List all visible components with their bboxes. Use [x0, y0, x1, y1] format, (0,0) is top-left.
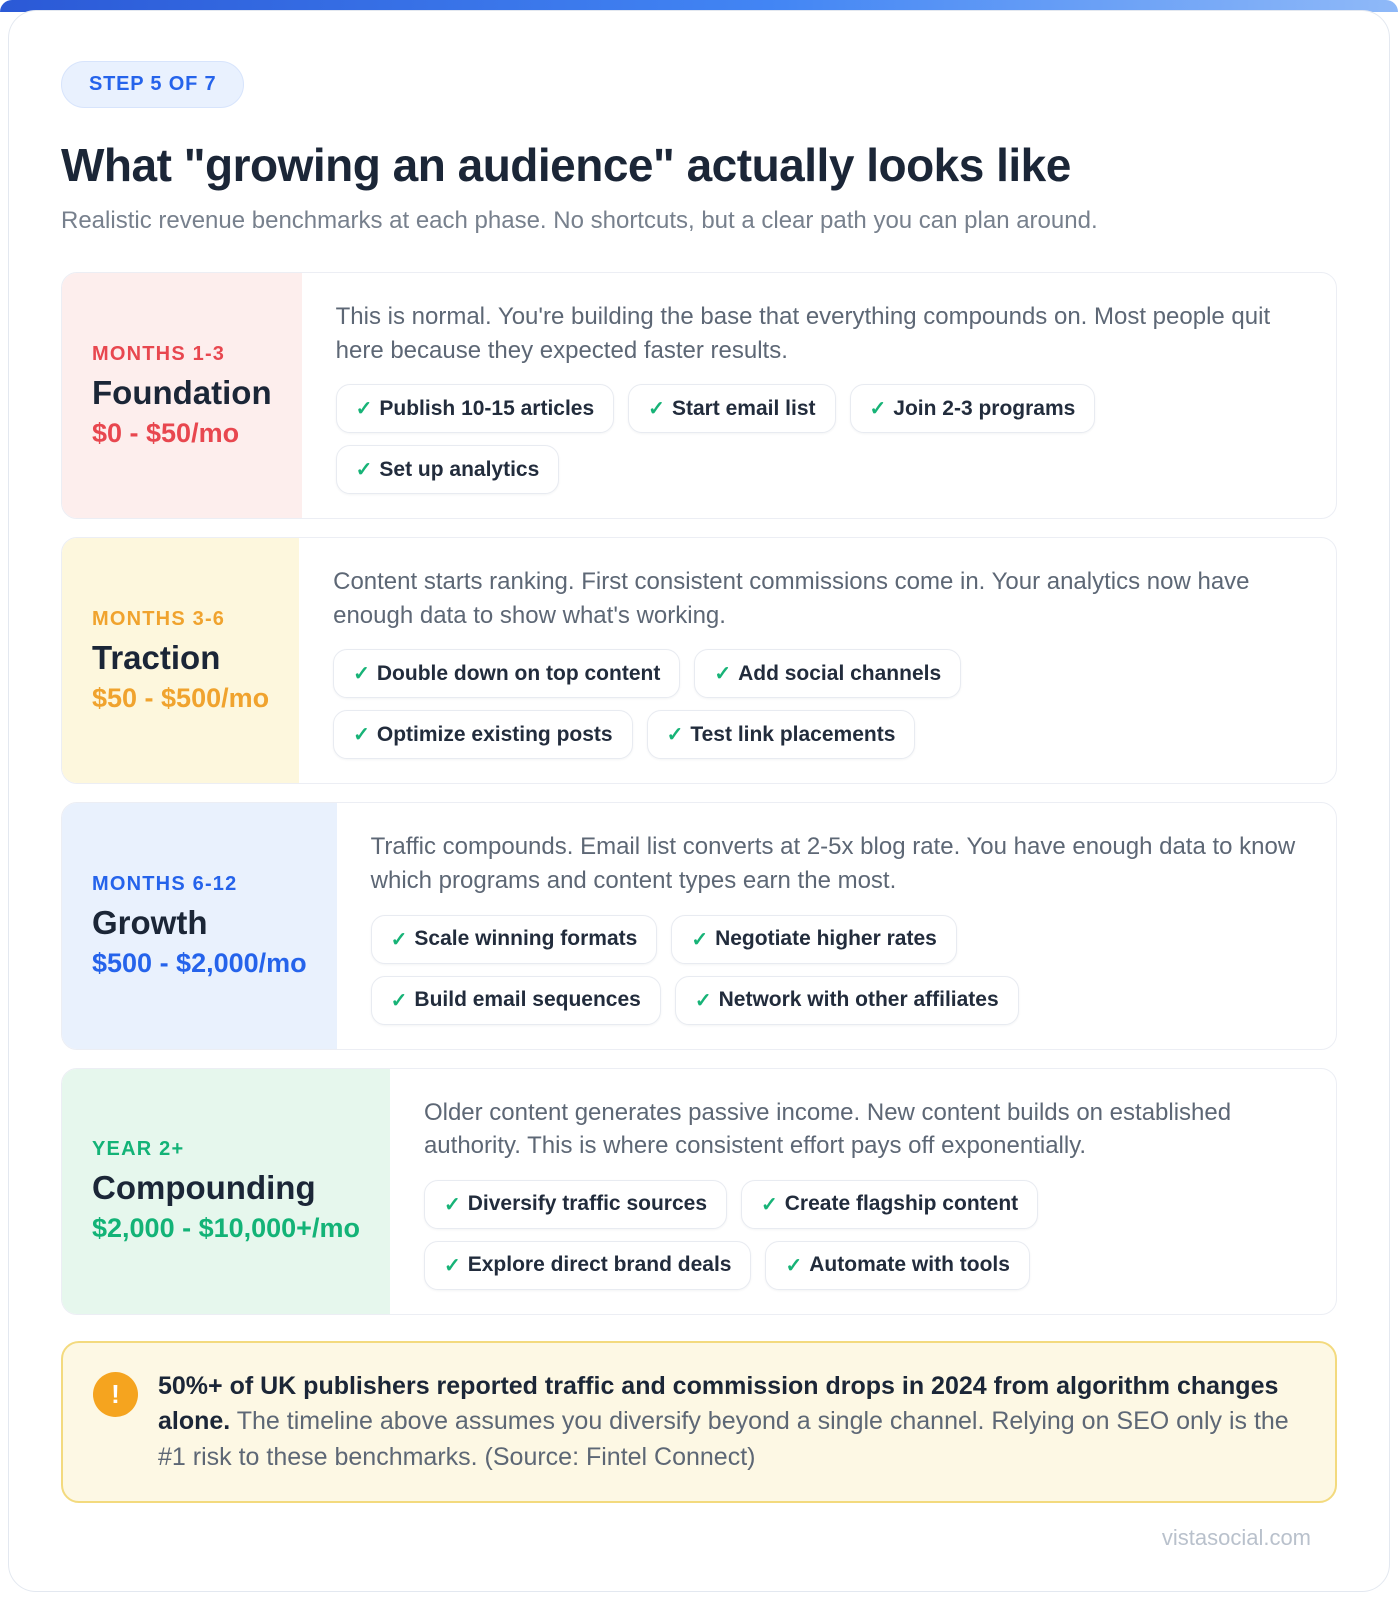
- task-chip: ✓ Scale winning formats: [370, 914, 658, 964]
- top-gradient-bar: [0, 0, 1398, 12]
- task-chip: ✓ Optimize existing posts: [333, 710, 633, 760]
- phase-content: Traffic compounds. Email list converts a…: [337, 803, 1336, 1048]
- check-icon: ✓: [869, 398, 887, 421]
- phase-revenue: $500 - $2,000/mo: [92, 948, 307, 979]
- phase-left-panel: MONTHS 3-6 Traction $50 - $500/mo: [62, 538, 300, 784]
- task-label: Explore direct brand deals: [467, 1253, 732, 1277]
- check-icon: ✓: [355, 459, 373, 482]
- phase-content: Content starts ranking. First consistent…: [299, 538, 1336, 783]
- task-chip: ✓ Publish 10-15 articles: [335, 384, 615, 434]
- task-label: Join 2-3 programs: [893, 396, 1076, 420]
- check-icon: ✓: [355, 398, 373, 421]
- phase-period-label: YEAR 2+: [92, 1138, 185, 1161]
- warning-icon: !: [93, 1371, 138, 1417]
- phase-task-list: ✓ Double down on top content ✓ Add social …: [333, 649, 1213, 760]
- phase-revenue: $0 - $50/mo: [92, 417, 240, 448]
- task-label: Negotiate higher rates: [715, 927, 937, 951]
- phase-period-label: MONTHS 3-6: [92, 607, 226, 630]
- task-label: Double down on top content: [376, 661, 661, 685]
- phase-task-list: ✓ Scale winning formats ✓ Negotiate higher…: [370, 914, 1251, 1025]
- task-label: Optimize existing posts: [376, 722, 613, 746]
- warning-body-text: The timeline above assumes you diversify…: [158, 1407, 1289, 1471]
- task-label: Diversify traffic sources: [467, 1192, 707, 1216]
- phase-card: MONTHS 3-6 Traction $50 - $500/mo Conten…: [61, 537, 1337, 785]
- check-icon: ✓: [785, 1254, 803, 1277]
- check-icon: ✓: [648, 398, 665, 421]
- phase-left-panel: YEAR 2+ Compounding $2,000 - $10,000+/mo: [62, 1068, 390, 1314]
- task-chip: ✓ Add social channels: [694, 649, 962, 699]
- phase-left-panel: MONTHS 1-3 Foundation $0 - $50/mo: [62, 273, 302, 519]
- check-icon: ✓: [443, 1193, 461, 1216]
- check-icon: ✓: [666, 724, 684, 747]
- check-icon: ✓: [691, 928, 709, 951]
- page-title: What "growing an audience" actually look…: [61, 139, 1071, 191]
- phase-content: Older content generates passive income. …: [390, 1069, 1336, 1314]
- task-label: Add social channels: [738, 661, 942, 685]
- check-icon: ✓: [761, 1193, 778, 1216]
- task-chip: ✓ Join 2-3 programs: [849, 384, 1096, 434]
- phase-content: This is normal. You're building the base…: [302, 273, 1336, 518]
- task-chip: ✓ Automate with tools: [765, 1240, 1030, 1290]
- phase-card: YEAR 2+ Compounding $2,000 - $10,000+/mo…: [61, 1067, 1337, 1315]
- phase-revenue: $50 - $500/mo: [92, 682, 270, 713]
- check-icon: ✓: [714, 663, 732, 686]
- page-subtitle: Realistic revenue benchmarks at each pha…: [61, 207, 1098, 234]
- task-chip: ✓ Diversify traffic sources: [423, 1179, 727, 1229]
- task-chip: ✓ Set up analytics: [335, 445, 560, 495]
- warning-bold-text: 50%+ of UK publishers reported traffic a…: [158, 1371, 1279, 1436]
- task-label: Scale winning formats: [414, 927, 638, 951]
- warning-callout: ! 50%+ of UK publishers reported traffic…: [61, 1340, 1337, 1504]
- phase-description: Traffic compounds. Email list converts a…: [370, 833, 1296, 895]
- phase-name: Compounding: [92, 1169, 316, 1207]
- check-icon: ✓: [353, 724, 370, 747]
- phase-description: Older content generates passive income. …: [423, 1098, 1232, 1160]
- phase-card: MONTHS 6-12 Growth $500 - $2,000/mo Traf…: [61, 802, 1337, 1050]
- task-label: Publish 10-15 articles: [379, 396, 595, 420]
- task-chip: ✓ Network with other affiliates: [674, 975, 1019, 1025]
- page-card: STEP 5 OF 7 What "growing an audience" a…: [8, 10, 1390, 1592]
- task-label: Automate with tools: [809, 1253, 1010, 1277]
- step-badge: STEP 5 OF 7: [61, 61, 245, 108]
- check-icon: ✓: [390, 989, 408, 1012]
- phase-period-label: MONTHS 6-12: [92, 873, 238, 896]
- phase-task-list: ✓ Publish 10-15 articles ✓ Start email lis…: [335, 384, 1216, 495]
- task-chip: ✓ Start email list: [628, 384, 836, 434]
- check-icon: ✓: [443, 1254, 461, 1277]
- task-chip: ✓ Explore direct brand deals: [423, 1240, 752, 1290]
- warning-text: 50%+ of UK publishers reported traffic a…: [158, 1369, 1305, 1476]
- task-label: Network with other affiliates: [718, 988, 999, 1012]
- task-chip: ✓ Test link placements: [646, 710, 916, 760]
- phase-list: MONTHS 1-3 Foundation $0 - $50/mo This i…: [61, 272, 1337, 1315]
- task-label: Build email sequences: [414, 988, 641, 1012]
- task-chip: ✓ Negotiate higher rates: [671, 914, 957, 964]
- check-icon: ✓: [353, 663, 370, 686]
- task-label: Create flagship content: [784, 1192, 1019, 1216]
- phase-name: Traction: [92, 638, 221, 676]
- phase-name: Foundation: [92, 373, 272, 411]
- phase-period-label: MONTHS 1-3: [92, 342, 226, 365]
- task-chip: ✓ Create flagship content: [741, 1179, 1039, 1229]
- phase-task-list: ✓ Diversify traffic sources ✓ Create flags…: [423, 1179, 1302, 1290]
- phase-card: MONTHS 1-3 Foundation $0 - $50/mo This i…: [61, 272, 1337, 520]
- phase-description: Content starts ranking. First consistent…: [333, 568, 1250, 629]
- phase-name: Growth: [92, 904, 208, 942]
- task-chip: ✓ Double down on top content: [333, 649, 681, 699]
- task-label: Start email list: [671, 396, 816, 420]
- task-label: Set up analytics: [379, 457, 540, 481]
- phase-description: This is normal. You're building the base…: [335, 303, 1271, 364]
- footer-watermark: vistasocial.com: [1161, 1525, 1311, 1551]
- task-label: Test link placements: [690, 722, 896, 746]
- phase-revenue: $2,000 - $10,000+/mo: [92, 1213, 360, 1244]
- task-chip: ✓ Build email sequences: [370, 975, 661, 1025]
- check-icon: ✓: [390, 928, 408, 951]
- check-icon: ✓: [694, 989, 712, 1012]
- phase-left-panel: MONTHS 6-12 Growth $500 - $2,000/mo: [62, 803, 337, 1049]
